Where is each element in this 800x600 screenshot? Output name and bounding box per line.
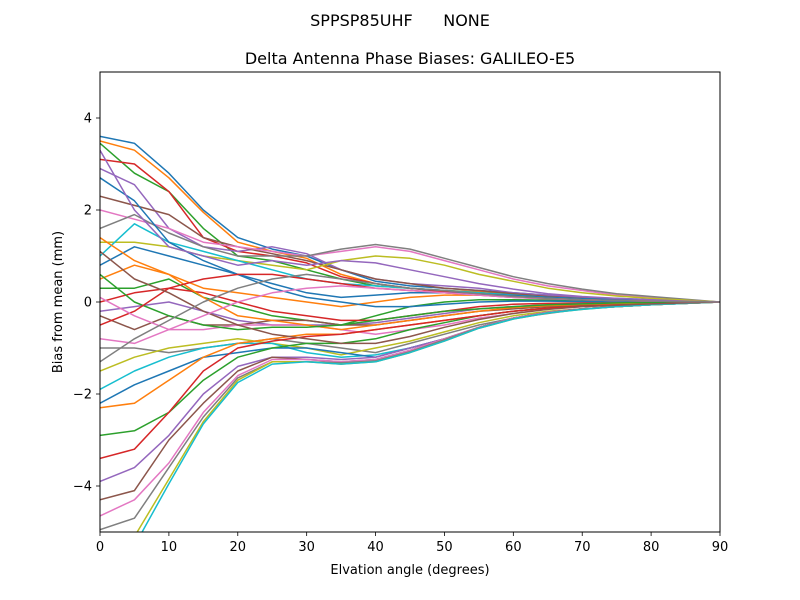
- y-tick-label: −4: [73, 480, 92, 495]
- x-tick-label: 40: [367, 540, 384, 555]
- series-line-30: [100, 177, 720, 308]
- series-line-6: [100, 209, 720, 303]
- x-tick-label: 0: [96, 540, 104, 555]
- y-axis-label: Bias from mean (mm): [51, 231, 66, 373]
- x-tick-label: 20: [230, 540, 247, 555]
- y-tick-label: 0: [84, 296, 92, 311]
- figure-suptitle: SPPSP85UHF NONE: [310, 11, 490, 30]
- y-tick-label: 4: [84, 112, 92, 127]
- series-layer: [100, 135, 720, 532]
- series-line-35: [100, 250, 720, 345]
- x-tick-label: 10: [161, 540, 178, 555]
- series-line-32: [100, 273, 720, 331]
- x-tick-label: 70: [574, 540, 591, 555]
- x-tick-label: 90: [712, 540, 729, 555]
- x-tick-label: 30: [298, 540, 315, 555]
- series-line-29: [141, 301, 720, 532]
- series-line-34: [100, 149, 720, 303]
- y-axis: −4 −2 0 2 4: [73, 112, 100, 495]
- x-tick-label: 80: [643, 540, 660, 555]
- x-tick-label: 60: [505, 540, 522, 555]
- y-tick-label: −2: [73, 388, 92, 403]
- series-line-7: [100, 213, 720, 303]
- series-line-37: [100, 273, 720, 363]
- x-tick-label: 50: [436, 540, 453, 555]
- y-tick-label: 2: [84, 204, 92, 219]
- series-line-10: [100, 246, 720, 303]
- x-axis: 0 10 20 30 40 50 60 70 80 90: [96, 532, 728, 555]
- chart-title: Delta Antenna Phase Biases: GALILEO-E5: [245, 49, 575, 68]
- x-axis-label: Elvation angle (degrees): [330, 563, 489, 578]
